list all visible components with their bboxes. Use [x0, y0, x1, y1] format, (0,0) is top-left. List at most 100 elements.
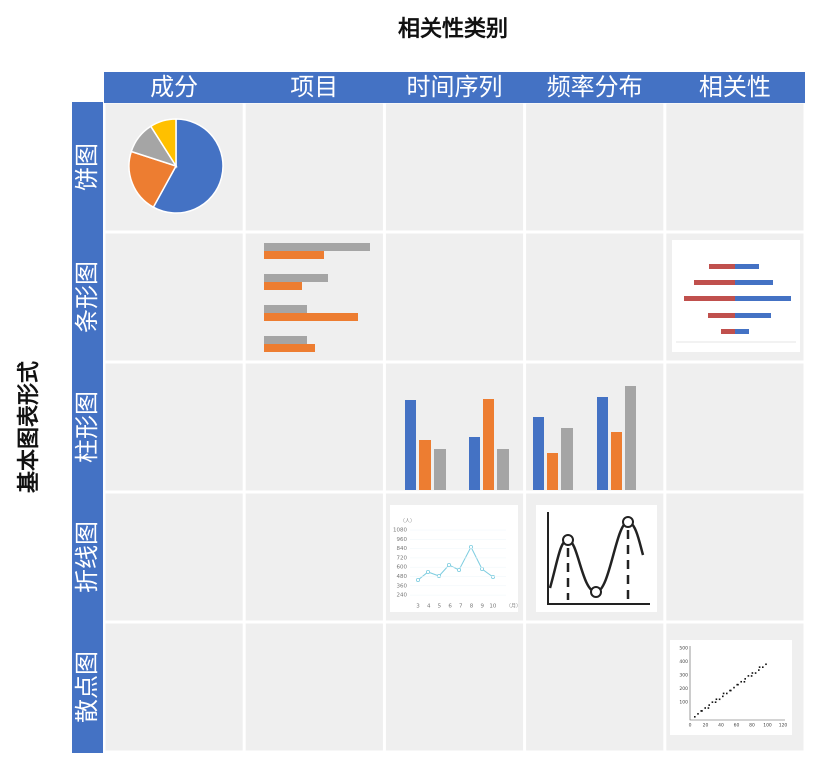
point	[468, 545, 473, 550]
bar	[735, 329, 749, 334]
row-axis-title: 基本图表形式	[17, 361, 42, 493]
scatter-point	[765, 663, 767, 666]
scatter-point	[701, 710, 703, 712]
scatter-point	[737, 683, 739, 686]
x-tick-label: 9	[480, 604, 484, 610]
y-tick-label: 840	[397, 546, 408, 552]
scatter-point	[711, 701, 714, 703]
thumbnail-background	[670, 640, 792, 735]
axes	[547, 512, 650, 605]
x-tick-label: 10	[489, 604, 496, 610]
column	[625, 386, 636, 490]
cell	[245, 623, 383, 751]
y-tick-label: 500	[679, 646, 688, 652]
cell	[105, 363, 243, 491]
column-header: 项目	[290, 73, 338, 101]
bar	[264, 251, 324, 259]
cell	[245, 363, 383, 491]
column	[469, 437, 480, 490]
column	[497, 449, 509, 490]
row-header: 饼图	[73, 143, 101, 191]
scatter-point	[730, 689, 732, 692]
point	[446, 563, 451, 568]
peak	[622, 516, 634, 528]
row-header: 柱形图	[73, 391, 101, 463]
scatter-point	[726, 692, 728, 695]
pie-slice	[149, 118, 177, 169]
row-header-bar	[72, 102, 103, 753]
point	[436, 574, 441, 579]
scatter-point	[751, 672, 754, 674]
column	[561, 428, 573, 490]
scatter-point	[762, 666, 764, 668]
cell	[245, 103, 383, 231]
cell	[666, 103, 804, 231]
title: 相关性类别	[398, 17, 508, 42]
cell	[385, 233, 524, 361]
scatter-point	[722, 695, 724, 698]
scatter-point	[708, 704, 710, 706]
line-points	[415, 545, 495, 583]
pie-icon	[128, 118, 224, 214]
cell	[526, 103, 664, 231]
y-tick-label: 480	[397, 574, 408, 580]
column-header: 成分	[150, 73, 198, 101]
x-tick-label: 6	[448, 604, 452, 610]
scatter-point	[715, 698, 718, 701]
scatter-point	[722, 692, 725, 695]
y-tick-label: 100	[679, 700, 688, 706]
scatter-point	[754, 672, 757, 674]
cell	[666, 493, 804, 621]
bar	[694, 280, 735, 285]
column	[597, 397, 608, 490]
scatter-point	[714, 701, 717, 703]
pie-slice	[128, 150, 178, 209]
point	[490, 575, 495, 580]
column	[419, 440, 431, 490]
y-tick-label: 400	[679, 659, 688, 665]
x-tick-label: 3	[416, 604, 420, 610]
bar	[735, 313, 771, 318]
x-tick-label: 100	[763, 723, 772, 729]
scatter-point	[697, 713, 699, 715]
line-icon: （人） （月） 1080 960 840 720 600 480 360 240 3 4 5 6 7 8 9 10	[390, 505, 521, 612]
bar	[708, 313, 735, 318]
column	[405, 400, 416, 490]
scatter-point	[744, 678, 746, 680]
y-tick-label: 300	[679, 673, 688, 679]
column	[434, 449, 446, 490]
column-header: 相关性	[699, 73, 771, 101]
bar	[264, 243, 370, 251]
scatter-point	[758, 669, 760, 671]
column	[547, 453, 558, 490]
cell	[105, 493, 243, 621]
bar	[264, 344, 315, 352]
bar	[264, 313, 358, 321]
x-tick-label: 80	[749, 723, 755, 729]
bar	[264, 274, 328, 282]
peak	[562, 534, 574, 546]
scatter-icon: 500 400 300 200 100 0 20 40 60 80 100 120	[670, 640, 792, 735]
cell	[526, 363, 664, 491]
column-header-bar	[104, 72, 805, 103]
x-tick-label: 0	[689, 723, 692, 729]
scatter-point	[733, 686, 735, 689]
x-tick-label: 60	[734, 723, 740, 729]
bar	[264, 305, 307, 313]
y-tick-label: 960	[397, 537, 408, 543]
cell	[385, 103, 524, 231]
bar	[264, 282, 302, 290]
column-header: 时间序列	[407, 73, 503, 101]
x-unit: （月）	[506, 604, 521, 610]
scatter-point	[743, 681, 746, 683]
point	[456, 568, 461, 573]
x-tick-label: 4	[427, 604, 431, 610]
point	[425, 570, 430, 575]
x-tick-label: 5	[438, 604, 442, 610]
bar	[721, 329, 735, 334]
bar	[735, 296, 791, 301]
scatter-point	[758, 666, 761, 668]
cell	[385, 623, 524, 751]
